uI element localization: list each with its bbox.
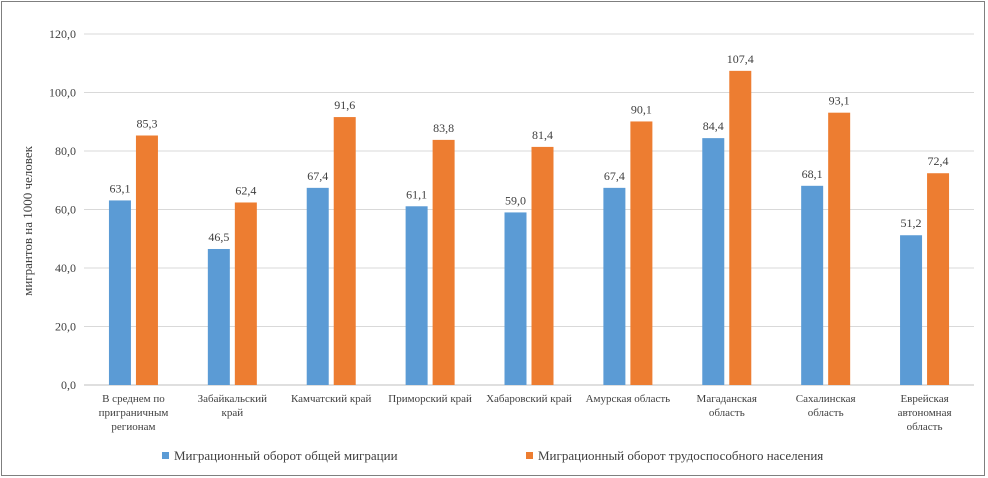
data-label: 67,4 <box>307 169 328 183</box>
y-tick-label: 120,0 <box>49 27 76 41</box>
data-label: 93,1 <box>829 94 850 108</box>
x-category-label: В среднем по приграничным регионам <box>99 393 169 433</box>
legend-swatch <box>526 452 533 459</box>
data-label: 83,8 <box>433 121 454 135</box>
bar <box>108 200 131 385</box>
data-labels: 63,1 46,5 67,4 61,1 59,0 67,4 84,4 68,1 51,2 85,3… <box>109 52 948 244</box>
y-tick-label: 20,0 <box>55 320 76 334</box>
bar <box>729 70 752 385</box>
bar <box>504 212 527 385</box>
y-tick-label: 40,0 <box>55 261 76 275</box>
axes: 0,0 20,0 40,0 60,0 80,0 100,0 120,0 <box>49 27 76 392</box>
data-label: 51,2 <box>901 216 922 230</box>
bar <box>927 173 950 385</box>
legend: Миграционный оборот общей миграции Миграц… <box>162 448 823 463</box>
x-category-label: Сахалинская область <box>796 393 856 419</box>
legend-label: Миграционный оборот общей миграции <box>174 448 398 463</box>
y-tick-label: 100,0 <box>49 86 76 100</box>
x-category-label: Хабаровский край <box>486 393 572 405</box>
data-label: 46,5 <box>208 230 229 244</box>
bar <box>603 187 626 385</box>
data-label: 61,1 <box>406 187 427 201</box>
bar <box>306 187 329 385</box>
bar <box>405 206 428 385</box>
bar <box>432 139 455 385</box>
legend-swatch <box>162 452 169 459</box>
bar <box>333 117 356 385</box>
y-tick-label: 0,0 <box>61 378 76 392</box>
x-category-label: Магаданская область <box>697 393 757 419</box>
bar <box>531 146 554 385</box>
bar <box>630 121 653 386</box>
y-tick-label: 80,0 <box>55 144 76 158</box>
data-label: 91,6 <box>334 98 355 112</box>
bar <box>702 138 725 385</box>
y-tick-label: 60,0 <box>55 203 76 217</box>
x-category-label: Амурская область <box>586 393 671 405</box>
data-label: 81,4 <box>532 128 553 142</box>
bar <box>828 112 851 386</box>
category-labels: В среднем по приграничным регионам Забайкал… <box>99 393 952 433</box>
data-label: 90,1 <box>631 102 652 116</box>
bars <box>108 70 950 386</box>
data-label: 63,1 <box>109 181 130 195</box>
legend-label: Миграционный оборот трудоспособного насе… <box>538 448 823 463</box>
data-label: 84,4 <box>703 119 724 133</box>
x-category-label: Приморский край <box>388 393 472 405</box>
data-label: 62,4 <box>235 183 256 197</box>
y-axis-title: мигрантов на 1000 человек <box>20 145 35 295</box>
data-label: 72,4 <box>928 154 949 168</box>
bar <box>135 135 158 385</box>
x-category-label: Еврейская автономная область <box>898 393 952 433</box>
bar <box>207 248 230 385</box>
x-category-label: Забайкальский край <box>198 393 268 419</box>
bar <box>900 235 923 385</box>
data-label: 67,4 <box>604 169 625 183</box>
data-label: 68,1 <box>802 167 823 181</box>
x-category-label: Камчатский край <box>291 393 372 405</box>
data-label: 59,0 <box>505 193 526 207</box>
bar <box>234 202 257 385</box>
data-label: 107,4 <box>727 52 754 66</box>
bar <box>801 185 824 385</box>
data-label: 85,3 <box>136 116 157 130</box>
gridlines <box>84 33 974 386</box>
